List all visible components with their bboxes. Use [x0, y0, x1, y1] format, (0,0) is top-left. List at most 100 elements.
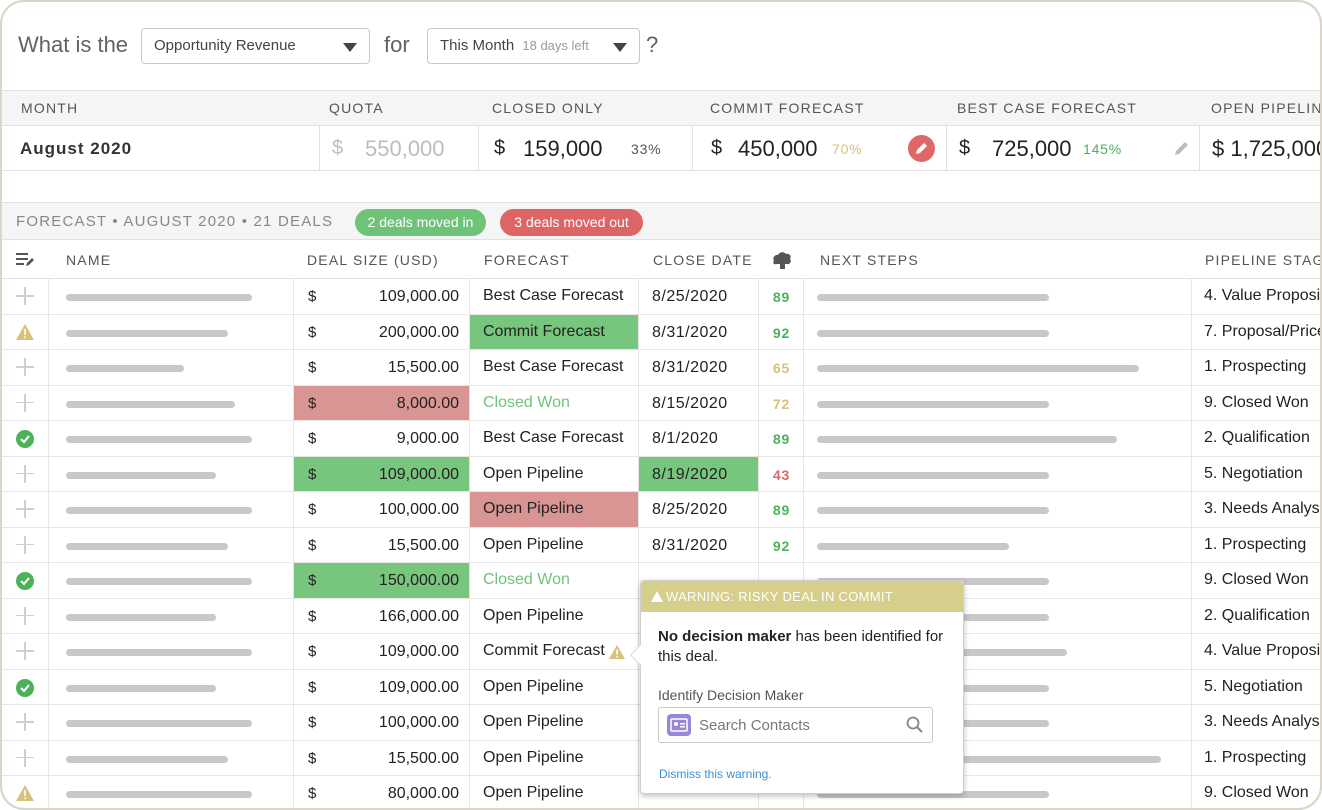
- add-icon[interactable]: [16, 606, 34, 625]
- next-steps-cell[interactable]: [804, 279, 1192, 314]
- pipeline-stage-cell[interactable]: 5. Negotiation: [1192, 670, 1320, 705]
- row-status-cell[interactable]: [2, 598, 49, 633]
- deal-size-cell[interactable]: $100,000.00: [294, 492, 470, 527]
- deal-name-cell[interactable]: [49, 492, 294, 527]
- deal-name-cell[interactable]: [49, 776, 294, 808]
- pipeline-stage-cell[interactable]: 2. Qualification: [1192, 599, 1320, 634]
- warning-icon[interactable]: [608, 644, 626, 660]
- close-date-cell[interactable]: 8/19/2020: [639, 456, 759, 491]
- forecast-cell[interactable]: Commit Forecast: [470, 634, 639, 669]
- close-date-cell[interactable]: 8/25/2020: [639, 492, 759, 527]
- deal-size-cell[interactable]: $15,500.00: [294, 740, 470, 775]
- table-row[interactable]: $100,000.00 Open Pipeline 8/25/2020 89 3. Ne…: [2, 492, 1320, 528]
- forecast-cell[interactable]: Closed Won: [470, 563, 639, 598]
- deal-name-cell[interactable]: [49, 456, 294, 491]
- pipeline-stage-cell[interactable]: 3. Needs Analysis: [1192, 705, 1320, 740]
- pipeline-stage-cell[interactable]: 9. Closed Won: [1192, 563, 1320, 598]
- table-row[interactable]: $8,000.00 Closed Won 8/15/2020 72 9. Closed …: [2, 385, 1320, 421]
- pipeline-stage-cell[interactable]: 1. Prospecting: [1192, 350, 1320, 385]
- deal-name-cell[interactable]: [49, 563, 294, 598]
- close-date-cell[interactable]: 8/1/2020: [639, 421, 759, 456]
- deal-size-cell[interactable]: $15,500.00: [294, 350, 470, 385]
- table-row[interactable]: $15,500.00 Best Case Forecast 8/31/2020 65 1…: [2, 350, 1320, 386]
- pipeline-stage-cell[interactable]: 1. Prospecting: [1192, 741, 1320, 776]
- pipeline-stage-cell[interactable]: 1. Prospecting: [1192, 528, 1320, 563]
- row-status-cell[interactable]: [2, 456, 49, 491]
- row-status-cell[interactable]: [2, 492, 49, 527]
- table-row[interactable]: $109,000.00 Best Case Forecast 8/25/2020 89…: [2, 279, 1320, 315]
- forecast-cell[interactable]: Closed Won: [470, 385, 639, 420]
- row-status-cell[interactable]: [2, 279, 49, 314]
- pipeline-stage-cell[interactable]: 3. Needs Analysis: [1192, 492, 1320, 527]
- close-date-cell[interactable]: 8/15/2020: [639, 385, 759, 420]
- deal-size-cell[interactable]: $9,000.00: [294, 421, 470, 456]
- deal-name-cell[interactable]: [49, 705, 294, 740]
- deal-name-cell[interactable]: [49, 279, 294, 314]
- pipeline-stage-cell[interactable]: 4. Value Proposition: [1192, 634, 1320, 669]
- deal-size-cell[interactable]: $80,000.00: [294, 776, 470, 808]
- add-icon[interactable]: [16, 713, 34, 731]
- deal-name-cell[interactable]: [49, 385, 294, 420]
- next-steps-cell[interactable]: [804, 740, 1192, 775]
- next-steps-cell[interactable]: [804, 350, 1192, 385]
- row-status-cell[interactable]: [2, 314, 49, 349]
- row-status-cell[interactable]: [2, 563, 49, 598]
- forecast-cell[interactable]: Open Pipeline: [470, 456, 639, 491]
- add-icon[interactable]: [16, 358, 34, 376]
- deal-name-cell[interactable]: [49, 421, 294, 456]
- deal-name-cell[interactable]: [49, 740, 294, 775]
- next-steps-cell[interactable]: [804, 314, 1192, 349]
- next-steps-cell[interactable]: [804, 385, 1192, 420]
- forecast-cell[interactable]: Commit Forecast: [470, 314, 639, 349]
- next-steps-cell[interactable]: [804, 527, 1192, 562]
- pipeline-stage-cell[interactable]: 9. Closed Won: [1192, 776, 1320, 808]
- search-icon[interactable]: [906, 716, 924, 734]
- deals-moved-out-badge[interactable]: 3 deals moved out: [500, 209, 643, 236]
- add-icon[interactable]: [16, 748, 34, 767]
- col-pipeline-stage[interactable]: PIPELINE STAGE: [1205, 252, 1320, 268]
- forecast-cell[interactable]: Open Pipeline: [470, 705, 639, 740]
- table-row[interactable]: $80,000.00 Open Pipeline 9. Closed Won: [2, 776, 1320, 808]
- deal-name-cell[interactable]: [49, 314, 294, 349]
- forecast-cell[interactable]: Best Case Forecast: [470, 350, 639, 385]
- add-icon[interactable]: [16, 500, 34, 518]
- edit-commit-button[interactable]: [908, 135, 935, 162]
- col-deal-size[interactable]: DEAL SIZE (USD): [307, 252, 439, 268]
- forecast-cell[interactable]: Best Case Forecast: [470, 421, 639, 456]
- row-status-cell[interactable]: [2, 705, 49, 740]
- add-icon[interactable]: [16, 393, 34, 412]
- forecast-cell[interactable]: Open Pipeline: [470, 527, 639, 562]
- close-date-cell[interactable]: 8/31/2020: [639, 350, 759, 385]
- einstein-score-icon[interactable]: [771, 250, 793, 270]
- pipeline-stage-cell[interactable]: 2. Qualification: [1192, 421, 1320, 456]
- pipeline-stage-cell[interactable]: 7. Proposal/Price Quote: [1192, 315, 1320, 350]
- next-steps-cell[interactable]: [804, 492, 1192, 527]
- col-name[interactable]: NAME: [66, 252, 112, 268]
- deal-name-cell[interactable]: [49, 350, 294, 385]
- add-icon[interactable]: [16, 535, 34, 554]
- deal-size-cell[interactable]: $109,000.00: [294, 279, 470, 314]
- deal-size-cell[interactable]: $100,000.00: [294, 705, 470, 740]
- forecast-cell[interactable]: Best Case Forecast: [470, 279, 639, 314]
- deal-size-cell[interactable]: $8,000.00: [294, 385, 470, 420]
- table-row[interactable]: $200,000.00 Commit Forecast 8/31/2020 92 7. …: [2, 314, 1320, 350]
- contact-search-input[interactable]: [699, 715, 894, 735]
- pipeline-stage-cell[interactable]: 9. Closed Won: [1192, 386, 1320, 421]
- pipeline-stage-cell[interactable]: 5. Negotiation: [1192, 457, 1320, 492]
- deal-name-cell[interactable]: [49, 598, 294, 633]
- forecast-cell[interactable]: Open Pipeline: [470, 492, 639, 527]
- dismiss-warning-link[interactable]: Dismiss this warning.: [659, 767, 772, 781]
- deals-moved-in-badge[interactable]: 2 deals moved in: [355, 209, 486, 236]
- col-close-date[interactable]: CLOSE DATE: [653, 252, 753, 268]
- row-status-cell[interactable]: [2, 669, 49, 704]
- deal-size-cell[interactable]: $15,500.00: [294, 527, 470, 562]
- table-row[interactable]: $9,000.00 Best Case Forecast 8/1/2020 89 2. …: [2, 421, 1320, 457]
- next-steps-cell[interactable]: [804, 776, 1192, 808]
- deal-name-cell[interactable]: [49, 634, 294, 669]
- row-status-cell[interactable]: [2, 740, 49, 775]
- forecast-cell[interactable]: Open Pipeline: [470, 598, 639, 633]
- edit-bestcase-button[interactable]: [1172, 138, 1192, 158]
- deal-size-cell[interactable]: $109,000.00: [294, 669, 470, 704]
- warning-icon[interactable]: [15, 784, 35, 802]
- deal-size-cell[interactable]: $109,000.00: [294, 456, 470, 491]
